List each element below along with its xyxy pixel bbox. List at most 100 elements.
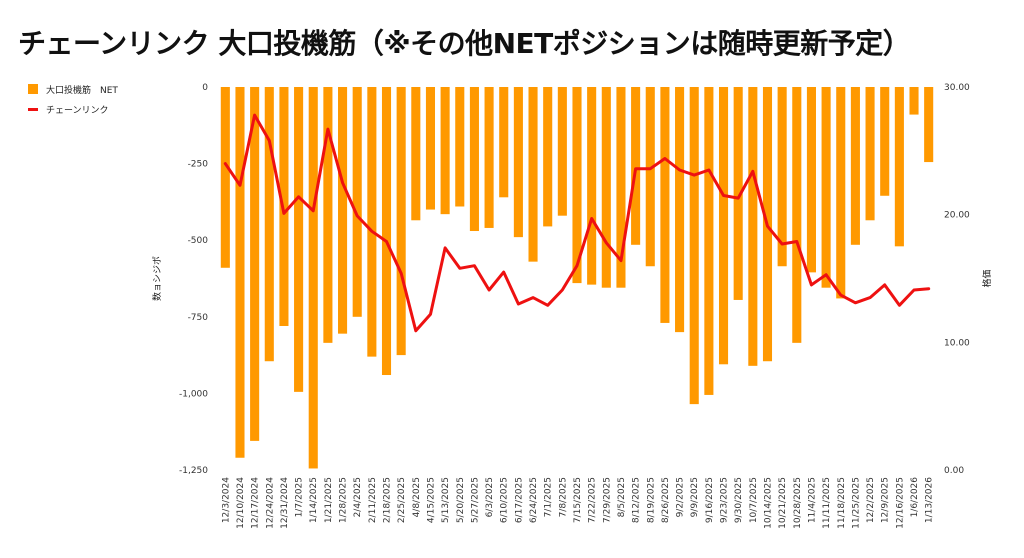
- line-point: [722, 194, 725, 197]
- x-tick-label: 8/12/2025: [632, 477, 642, 523]
- line-point: [224, 162, 227, 165]
- bar: [645, 87, 655, 267]
- line-point: [590, 217, 593, 220]
- bar: [850, 87, 860, 245]
- line-point: [253, 113, 256, 117]
- bar: [455, 87, 465, 207]
- bar: [909, 87, 919, 115]
- line-point: [854, 301, 857, 304]
- x-tick-label: 12/3/2024: [221, 477, 231, 523]
- x-tick-label: 12/24/2024: [265, 477, 275, 529]
- line-point: [751, 170, 755, 173]
- chart-title: チェーンリンク 大口投機筋（※その他NETポジションは随時更新予定）: [18, 27, 911, 60]
- x-tick-label: 7/15/2025: [573, 477, 583, 523]
- x-tick-label: 12/9/2025: [881, 477, 891, 523]
- line-point: [795, 240, 798, 243]
- bar: [748, 87, 758, 366]
- x-tick-label: 6/10/2025: [500, 477, 510, 523]
- x-tick-label: 7/22/2025: [588, 477, 598, 523]
- bar: [381, 87, 392, 376]
- line-point: [268, 139, 271, 142]
- x-tick-label: 12/2/2025: [866, 477, 876, 523]
- line-point: [766, 224, 769, 228]
- bar: [792, 87, 802, 343]
- bar: [513, 87, 523, 238]
- bar: [557, 87, 567, 216]
- bar: [821, 87, 831, 288]
- x-tick-label: 1/21/2025: [324, 477, 334, 523]
- x-tick-label: 2/18/2025: [383, 477, 393, 523]
- right-axis-title: 格価: [981, 269, 993, 287]
- line-point: [473, 264, 476, 267]
- line-point: [517, 302, 520, 306]
- x-tick-label: 10/14/2025: [763, 477, 773, 529]
- bar: [264, 87, 274, 362]
- line-point: [575, 264, 579, 267]
- bar: [440, 87, 450, 215]
- line-point: [326, 127, 330, 131]
- x-tick-label: 2/11/2025: [368, 477, 378, 523]
- right-tick-label: 10.00: [944, 338, 970, 348]
- bar: [689, 87, 699, 405]
- line-point: [443, 246, 447, 250]
- line-point: [693, 173, 696, 177]
- legend-label-bar: 大口投機筋 NET: [46, 85, 118, 96]
- x-tick-label: 1/7/2025: [295, 477, 305, 517]
- bar: [543, 87, 553, 227]
- bar: [675, 87, 685, 333]
- bar: [411, 87, 421, 221]
- line-point: [531, 296, 535, 299]
- bar: [469, 87, 479, 232]
- bar: [250, 87, 260, 441]
- line-point: [370, 230, 374, 233]
- legend-label-line: チェーンリンク: [46, 105, 109, 116]
- line-point: [341, 181, 344, 184]
- x-tick-label: 9/23/2025: [720, 477, 730, 523]
- bar: [338, 87, 348, 334]
- line-point: [898, 304, 901, 307]
- x-tick-label: 7/8/2025: [558, 477, 568, 517]
- bar: [572, 87, 582, 284]
- x-tick-label: 5/20/2025: [456, 477, 466, 523]
- bar: [587, 87, 597, 285]
- right-tick-label: 30.00: [944, 83, 970, 93]
- line-point: [634, 167, 637, 170]
- bar: [806, 87, 816, 273]
- line-point: [356, 214, 359, 218]
- line-point: [649, 167, 652, 170]
- line-point: [385, 240, 388, 243]
- line-point: [678, 168, 681, 172]
- x-tick-label: 6/3/2025: [485, 477, 495, 517]
- left-tick-label: -1,250: [179, 466, 208, 476]
- x-tick-label: 6/24/2025: [529, 477, 539, 523]
- bar: [323, 87, 333, 343]
- left-tick-label: -250: [188, 160, 209, 170]
- x-tick-label: 11/11/2025: [822, 477, 832, 529]
- line-point: [736, 196, 740, 200]
- x-tick-label: 12/16/2025: [895, 477, 905, 529]
- bar: [631, 87, 641, 245]
- bar: [718, 87, 729, 365]
- line-point: [912, 288, 916, 292]
- line-point: [839, 293, 842, 297]
- x-tick-label: 4/8/2025: [412, 477, 422, 517]
- x-tick-label: 2/25/2025: [397, 477, 407, 523]
- bar: [660, 87, 670, 323]
- x-tick-label: 8/5/2025: [617, 477, 627, 517]
- x-tick-label: 10/7/2025: [749, 477, 759, 523]
- x-tick-label: 1/6/2026: [910, 477, 920, 518]
- legend: 大口投機筋 NET チェーンリンク: [28, 80, 118, 120]
- right-tick-label: 0.00: [944, 466, 964, 476]
- line-point: [312, 209, 315, 213]
- bar: [352, 87, 362, 317]
- line-point: [282, 212, 286, 215]
- line-point: [707, 168, 711, 172]
- line-point: [487, 288, 491, 292]
- bar: [865, 87, 875, 221]
- x-tick-label: 10/21/2025: [778, 477, 788, 529]
- bar: [601, 87, 611, 288]
- bar: [777, 87, 787, 267]
- x-tick-label: 1/14/2025: [309, 477, 319, 523]
- x-tick-label: 12/10/2024: [236, 477, 246, 529]
- bar: [880, 87, 890, 196]
